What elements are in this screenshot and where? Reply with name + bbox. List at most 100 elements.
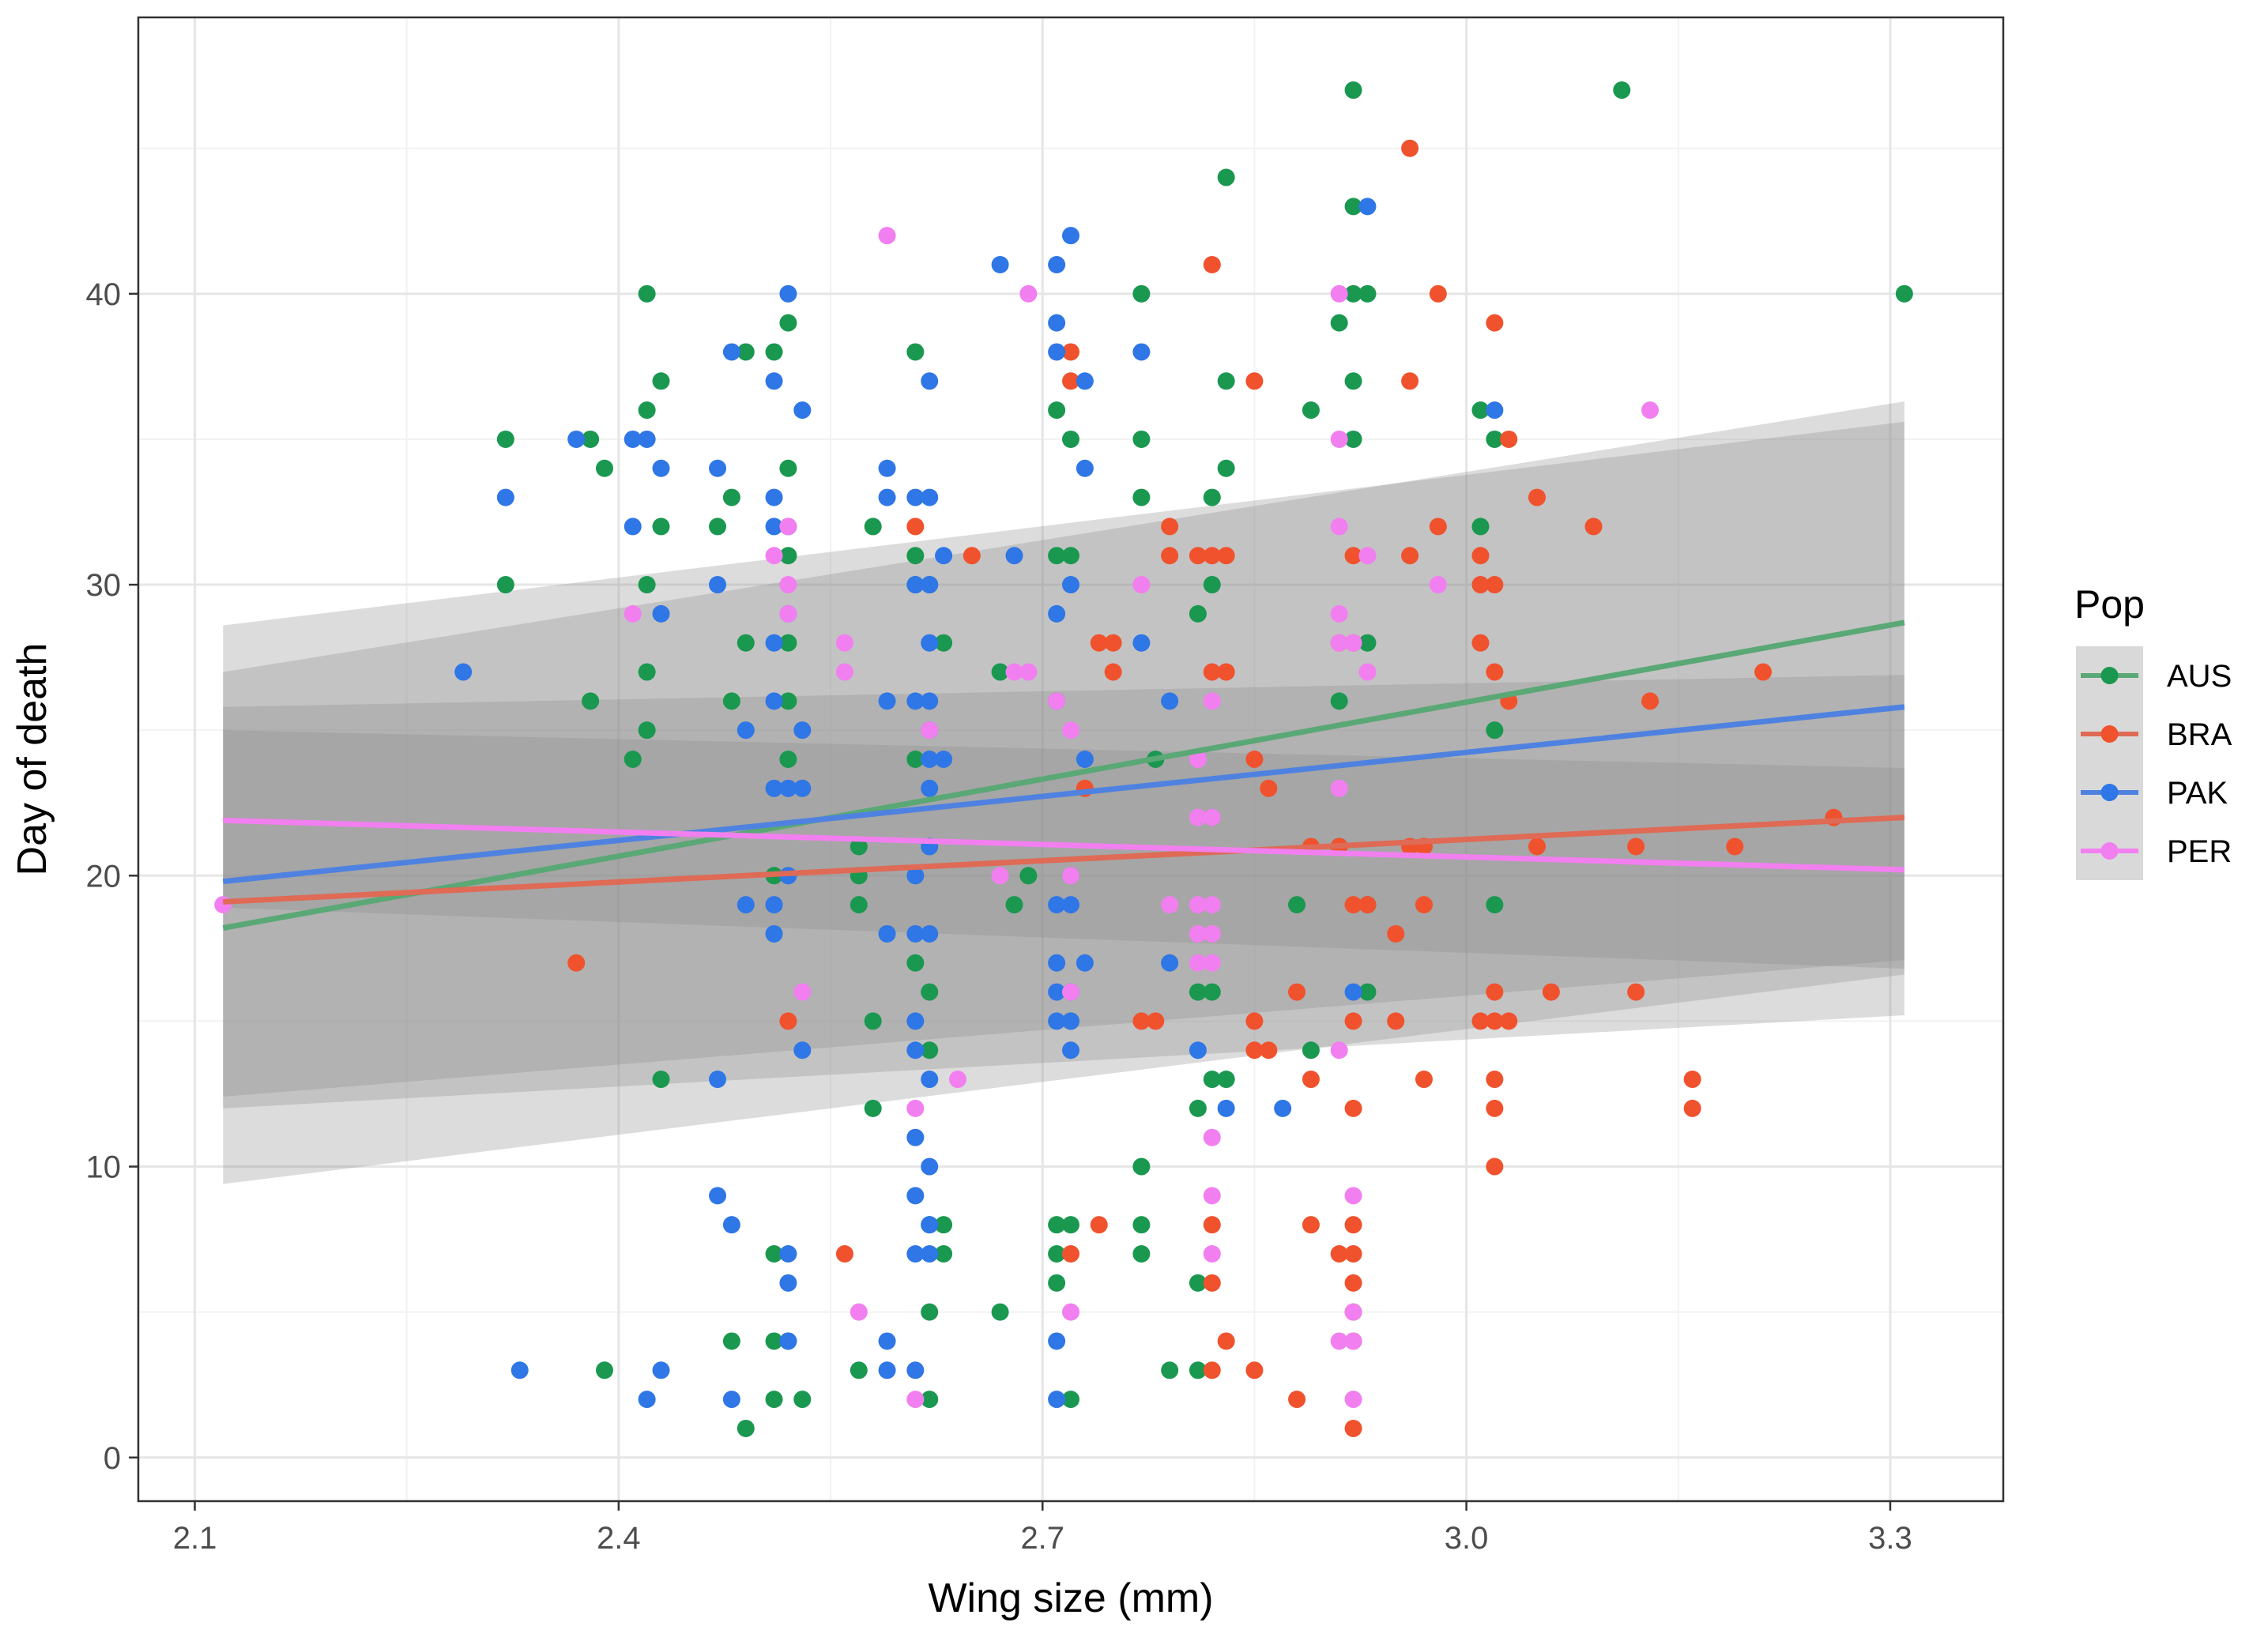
confidence-band-bra [223, 675, 1904, 1097]
point-bra [1062, 343, 1079, 361]
point-pak [793, 1041, 812, 1059]
point-pak [1048, 1332, 1066, 1350]
point-aus [1344, 198, 1362, 216]
point-pak [1048, 1391, 1066, 1409]
point-aus [722, 488, 740, 506]
point-pak [1048, 896, 1066, 914]
point-per [1330, 430, 1348, 448]
point-per [948, 1071, 966, 1089]
point-pak [921, 751, 939, 768]
point-aus [582, 430, 600, 448]
point-aus [765, 1391, 783, 1409]
point-aus [624, 751, 642, 768]
fit-line-pak [222, 704, 1905, 885]
point-bra [1104, 663, 1122, 681]
y-tick-label: 40 [86, 277, 122, 312]
legend-label-pak: PAK [2167, 776, 2228, 811]
point-aus [1048, 1216, 1066, 1234]
point-bra [1486, 314, 1504, 332]
point-aus [1203, 576, 1221, 594]
point-aus [638, 663, 656, 681]
fit-line-aus [222, 619, 1905, 932]
point-aus [1189, 983, 1207, 1001]
point-bra [1161, 518, 1179, 536]
point-bra [779, 1012, 797, 1030]
point-pak [1062, 1041, 1079, 1059]
legend-point-pak [2100, 784, 2119, 801]
point-pak [1048, 983, 1066, 1001]
point-aus [652, 518, 670, 536]
panel-border [137, 16, 2005, 1503]
legend-label-per: PER [2167, 834, 2232, 869]
point-pak [1344, 983, 1362, 1001]
point-bra [1302, 1071, 1320, 1089]
point-bra [1683, 1071, 1701, 1089]
point-per [1203, 1128, 1221, 1146]
point-pak [921, 692, 939, 710]
point-per [214, 896, 232, 914]
point-per [906, 1391, 925, 1409]
point-pak [878, 692, 896, 710]
point-aus [1471, 401, 1490, 420]
point-pak [1161, 692, 1179, 710]
point-bra [1429, 518, 1447, 536]
point-pak [638, 1391, 656, 1409]
point-per [1203, 808, 1221, 826]
point-per [1344, 1187, 1362, 1205]
point-aus [1288, 896, 1306, 914]
point-pak [1486, 401, 1504, 420]
point-aus [496, 430, 514, 448]
point-per [1330, 1041, 1348, 1059]
point-bra [1486, 1012, 1504, 1030]
point-pak [921, 488, 939, 506]
point-per [793, 983, 812, 1001]
point-bra [1344, 1419, 1362, 1437]
point-bra [1245, 1361, 1264, 1379]
point-pak [906, 1361, 925, 1379]
point-pak [765, 372, 783, 390]
point-bra [1217, 1332, 1235, 1350]
point-pak [793, 779, 812, 797]
point-aus [935, 1216, 953, 1234]
point-bra [1471, 547, 1490, 565]
confidence-bands [223, 401, 1904, 1184]
point-aus [1344, 284, 1362, 303]
point-aus [935, 1245, 953, 1263]
point-aus [864, 518, 882, 536]
point-bra [1401, 372, 1419, 390]
point-pak [1048, 1012, 1066, 1030]
point-pak [921, 634, 939, 652]
point-aus [1344, 430, 1362, 448]
point-per [624, 604, 642, 623]
point-per [835, 663, 853, 681]
point-pak [906, 576, 925, 594]
point-per [1344, 1332, 1362, 1350]
point-bra [1203, 1216, 1221, 1234]
point-pak [737, 721, 755, 740]
point-pak [652, 604, 670, 623]
point-pak [1062, 1012, 1079, 1030]
x-tick-label: 3.0 [1445, 1521, 1489, 1556]
point-pak [906, 867, 925, 885]
point-bra [1528, 488, 1546, 506]
point-aus [638, 284, 656, 303]
point-aus [850, 1361, 868, 1379]
point-pak [878, 924, 896, 943]
point-per [1358, 547, 1377, 565]
point-pak [624, 518, 642, 536]
point-bra [1245, 372, 1264, 390]
point-per [1203, 954, 1221, 972]
point-aus [779, 751, 797, 768]
point-bra [1486, 1099, 1504, 1117]
point-aus [864, 1012, 882, 1030]
point-bra [1401, 547, 1419, 565]
point-pak [709, 459, 727, 477]
point-per [850, 1303, 868, 1321]
point-pak [1048, 954, 1066, 972]
point-bra [1132, 1012, 1151, 1030]
point-aus [737, 1419, 755, 1437]
point-per [1641, 401, 1660, 420]
point-pak [737, 896, 755, 914]
point-bra [1302, 1216, 1320, 1234]
point-bra [1217, 547, 1235, 565]
